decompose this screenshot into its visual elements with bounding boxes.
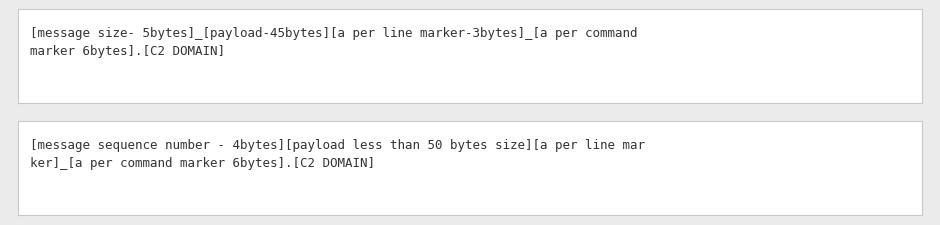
Text: [message size- 5bytes]_[payload-45bytes][a per line marker-3bytes]_[a per comman: [message size- 5bytes]_[payload-45bytes]… — [30, 27, 637, 58]
Text: [message sequence number - 4bytes][payload less than 50 bytes size][a per line m: [message sequence number - 4bytes][paylo… — [30, 138, 645, 169]
